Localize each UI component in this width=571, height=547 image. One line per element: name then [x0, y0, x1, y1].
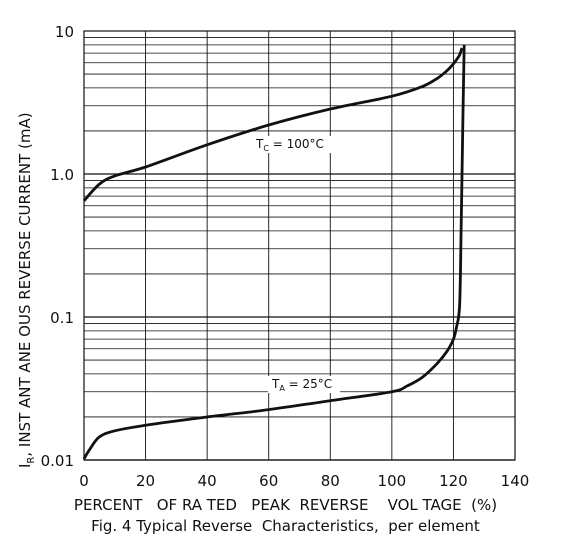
curve-labels: TC = 100°CTA = 25°C: [252, 136, 340, 393]
x-tick-labels: 0 20 40 60 80 100 120 140: [79, 472, 529, 490]
x-tick-label: 100: [378, 472, 407, 490]
y-axis-label-text: , INST ANT ANE OUS REVERSE CURRENT (mA): [16, 112, 34, 456]
x-tick-label: 40: [198, 472, 217, 490]
x-tick-label: 80: [321, 472, 340, 490]
major-grid: [83, 31, 516, 461]
y-tick-label: 10: [55, 23, 74, 41]
series-label-symbol: T: [271, 377, 280, 391]
plot-frame: [83, 30, 516, 461]
series-layer: [82, 44, 466, 460]
y-tick-labels: 0.01 0.1 1.0 10: [41, 23, 74, 470]
y-axis-label: IR, INST ANT ANE OUS REVERSE CURRENT (mA…: [16, 112, 37, 468]
series-label-value: = 100°C: [269, 137, 324, 151]
series-label-symbol: T: [255, 137, 264, 151]
x-tick-label: 120: [439, 472, 468, 490]
series-label-ta-25c: TA = 25°C: [271, 377, 332, 393]
y-axis-label-subscript: R: [26, 457, 37, 464]
series-label-tc-100c: TC = 100°C: [255, 137, 324, 153]
series-line-ta-25c: [82, 44, 466, 460]
minor-grid: [84, 37, 515, 418]
series-label-subscript: A: [279, 384, 285, 393]
x-tick-label: 140: [501, 472, 530, 490]
series-label-subscript: C: [263, 144, 269, 153]
x-tick-label: 20: [136, 472, 155, 490]
figure-caption: Fig. 4 Typical Reverse Characteristics, …: [91, 517, 480, 535]
x-axis-label: PERCENT OF RA TED PEAK REVERSE VOL TAGE …: [73, 496, 498, 514]
y-axis-label-symbol: I: [16, 464, 34, 468]
series-label-bg-tc: [252, 136, 332, 153]
y-tick-label: 0.1: [50, 309, 74, 327]
x-tick-label: 0: [79, 472, 89, 490]
series-line-tc-100c: [82, 47, 464, 202]
x-tick-label: 60: [259, 472, 278, 490]
y-tick-label: 0.01: [41, 452, 74, 470]
series-label-bg-ta: [268, 376, 340, 393]
y-tick-label: 1.0: [50, 166, 74, 184]
series-label-value: = 25°C: [285, 377, 332, 391]
